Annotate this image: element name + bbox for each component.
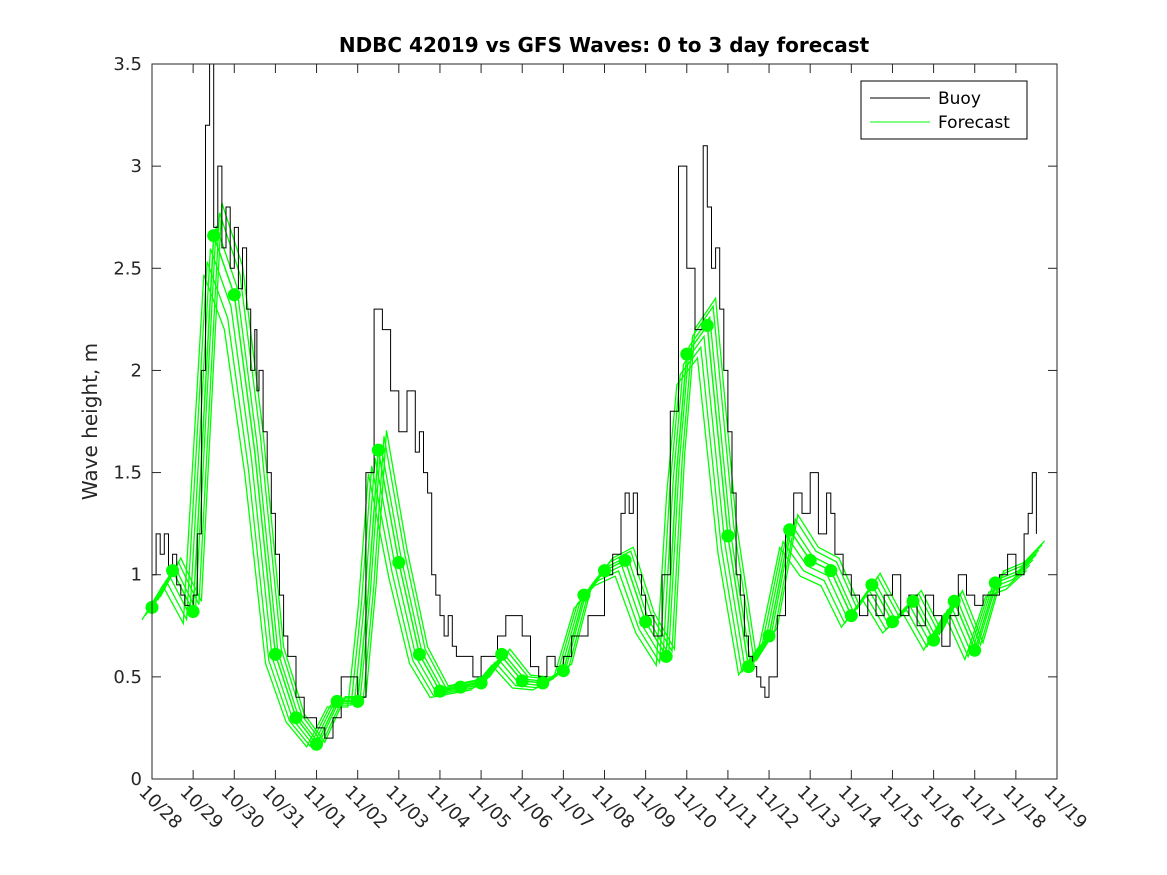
forecast-marker-24 — [659, 649, 673, 663]
y-tick-label-2: 1 — [131, 565, 142, 586]
x-tick-label-22: 11/19 — [1039, 782, 1091, 834]
forecast-marker-33 — [844, 609, 858, 623]
forecast-marker-19 — [556, 664, 570, 678]
forecast-marker-28 — [742, 660, 755, 674]
forecast-marker-30 — [783, 523, 797, 537]
forecast-marker-12 — [412, 647, 426, 661]
legend-buoy-label: Buoy — [938, 89, 981, 109]
x-tick-label-2: 10/30 — [217, 782, 269, 834]
x-tick-label-16: 11/13 — [793, 782, 845, 834]
axes: 00.511.522.533.510/2810/2910/3010/3111/0… — [113, 54, 1091, 833]
x-tick-label-13: 11/10 — [669, 782, 721, 834]
forecast-marker-11 — [392, 556, 406, 569]
x-tick-label-14: 11/11 — [710, 782, 762, 834]
forecast-marker-4 — [227, 288, 241, 302]
forecast-ensemble-line-6 — [159, 202, 1046, 744]
forecast-marker-25 — [680, 347, 694, 361]
forecast-marker-10 — [371, 443, 385, 457]
y-tick-label-0: 0 — [131, 769, 142, 790]
x-tick-label-8: 11/05 — [464, 782, 516, 834]
buoy-line — [152, 63, 1037, 739]
x-tick-label-11: 11/08 — [587, 782, 639, 834]
forecast-marker-6 — [289, 711, 303, 725]
x-tick-label-12: 11/09 — [628, 782, 680, 834]
forecast-marker-17 — [515, 674, 529, 688]
forecast-marker-5 — [268, 647, 282, 661]
y-tick-label-3: 1.5 — [113, 463, 142, 484]
x-tick-label-6: 11/03 — [381, 782, 433, 834]
forecast-marker-3 — [207, 229, 221, 243]
forecast-marker-14 — [454, 680, 467, 694]
x-tick-label-19: 11/16 — [916, 782, 968, 834]
forecast-marker-7 — [310, 737, 323, 751]
forecast-ensemble-line-4 — [157, 212, 1043, 745]
chart-title: NDBC 42019 vs GFS Waves: 0 to 3 day fore… — [339, 33, 870, 57]
x-tick-label-1: 10/29 — [176, 782, 228, 834]
x-tick-label-0: 10/28 — [134, 782, 186, 834]
forecast-marker-15 — [474, 676, 488, 690]
x-tick-label-3: 10/31 — [258, 782, 310, 834]
forecast-marker-1 — [166, 564, 180, 578]
forecast-marker-32 — [824, 564, 838, 578]
legend-forecast-label: Forecast — [938, 113, 1010, 133]
forecast-line — [151, 235, 1037, 746]
forecast-marker-36 — [906, 594, 920, 608]
forecast-marker-16 — [495, 647, 509, 661]
x-tick-label-15: 11/12 — [751, 782, 803, 834]
forecast-ensemble-line-3 — [153, 225, 1040, 745]
y-tick-label-4: 2 — [131, 360, 142, 381]
y-tick-label-6: 3 — [131, 156, 142, 177]
x-tick-label-21: 11/18 — [998, 782, 1050, 834]
x-tick-label-5: 11/02 — [340, 782, 392, 834]
forecast-marker-37 — [927, 633, 941, 647]
forecast-marker-27 — [721, 529, 735, 543]
forecast-marker-38 — [947, 594, 961, 608]
y-tick-label-1: 0.5 — [113, 667, 142, 688]
x-tick-label-7: 11/04 — [422, 782, 474, 834]
y-axis-label: Wave height, m — [78, 343, 102, 500]
forecast-marker-26 — [700, 319, 714, 332]
x-tick-label-17: 11/14 — [834, 782, 886, 834]
forecast-marker-31 — [803, 553, 817, 567]
forecast-marker-8 — [330, 694, 344, 708]
forecast-marker-40 — [988, 576, 1002, 590]
forecast-marker-39 — [968, 643, 982, 657]
legend-box — [860, 80, 1028, 140]
forecast-marker-34 — [865, 578, 879, 592]
x-tick-label-18: 11/15 — [875, 782, 927, 834]
forecast-marker-29 — [762, 629, 776, 643]
forecast-marker-23 — [639, 615, 653, 629]
forecast-marker-35 — [886, 615, 899, 629]
x-tick-label-20: 11/17 — [957, 782, 1009, 834]
x-tick-label-10: 11/07 — [546, 782, 598, 834]
forecast-marker-18 — [536, 676, 550, 690]
x-tick-label-9: 11/06 — [505, 782, 557, 834]
y-tick-label-5: 2.5 — [113, 258, 142, 279]
forecast-marker-2 — [186, 605, 200, 618]
plot-area — [141, 63, 1046, 751]
forecast-marker-9 — [351, 694, 365, 708]
forecast-marker-21 — [598, 564, 611, 578]
forecast-marker-20 — [577, 588, 591, 602]
forecast-marker-22 — [618, 553, 632, 567]
x-tick-label-4: 11/01 — [299, 782, 351, 834]
y-tick-label-7: 3.5 — [113, 54, 142, 75]
legend: Buoy Forecast — [860, 80, 1028, 140]
forecast-marker-13 — [433, 684, 447, 698]
